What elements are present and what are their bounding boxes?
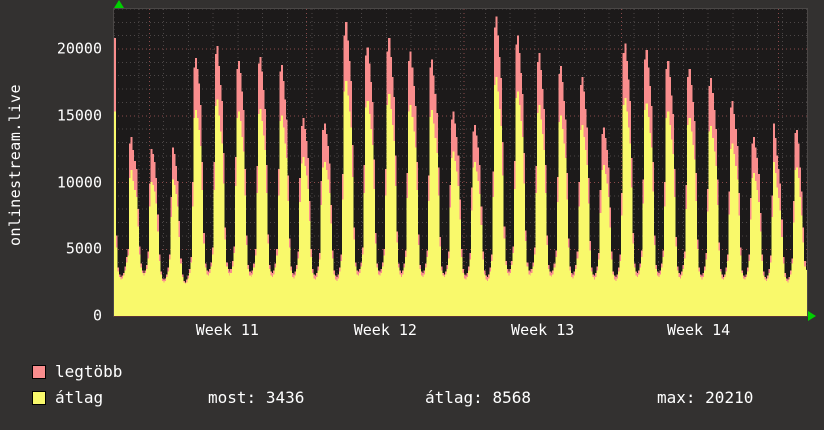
legend-item-avg: átlag (32, 386, 103, 410)
stat-most: most: 3436 (208, 386, 304, 410)
y-tick-label: 15000 (56, 106, 102, 125)
stat-max: max: 20210 (657, 386, 753, 410)
legend: legtöbb átlag most: 3436 átlag: 8568 max… (0, 355, 824, 425)
x-axis-tick-labels: Week 11 Week 12 Week 13 Week 14 (113, 320, 808, 344)
y-axis-arrow-icon (114, 0, 124, 8)
y-tick-label: 5000 (65, 239, 102, 258)
x-tick-label: Week 13 (511, 321, 575, 339)
stat-max-label: max: (657, 388, 696, 407)
series-area-avg (114, 76, 807, 316)
x-tick-label: Week 14 (666, 321, 731, 339)
stat-average: átlag: 8568 (425, 386, 531, 410)
y-tick-label: 10000 (56, 173, 102, 192)
y-axis-tick-labels: 0 5000 10000 15000 20000 (10, 0, 102, 330)
legend-item-max: legtöbb (32, 360, 122, 384)
x-tick-label: Week 12 (353, 321, 417, 339)
stat-average-label: átlag: (425, 388, 483, 407)
y-tick-label: 0 (92, 306, 102, 325)
y-tick-label: 20000 (56, 39, 102, 58)
stat-most-value: 3436 (265, 388, 305, 407)
x-axis-arrow-icon (808, 311, 816, 321)
plot-area (113, 8, 808, 317)
legend-swatch-avg-icon (32, 391, 46, 405)
stat-max-value: 20210 (705, 388, 754, 407)
x-tick-label: Week 11 (195, 321, 259, 339)
legend-label-max: legtöbb (55, 362, 123, 381)
legend-swatch-max-icon (32, 365, 46, 379)
legend-label-avg: átlag (55, 388, 104, 407)
stat-most-label: most: (208, 388, 257, 407)
stat-average-value: 8568 (492, 388, 531, 407)
plot-svg (114, 9, 807, 316)
